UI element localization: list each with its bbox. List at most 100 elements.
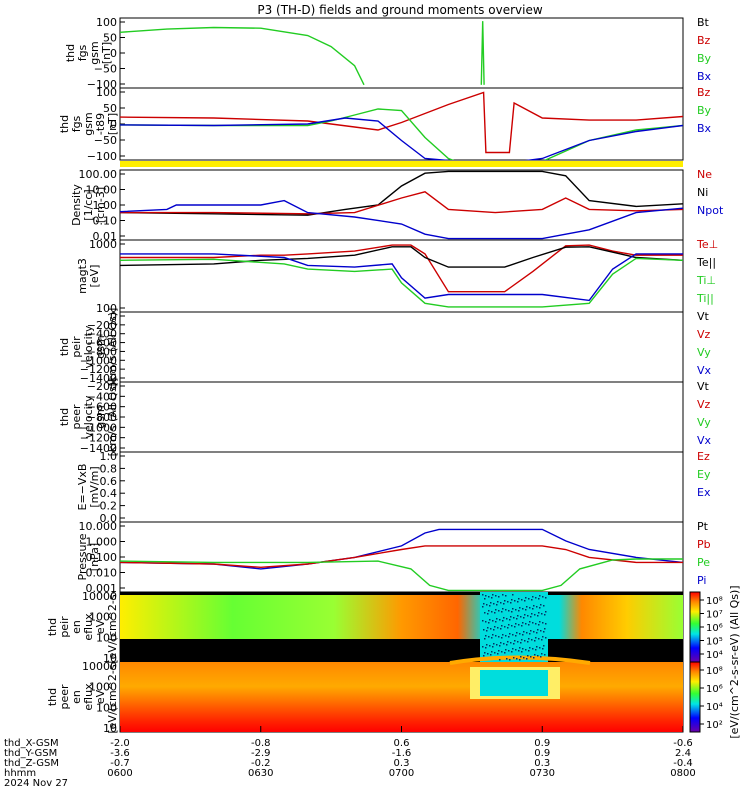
y-tick-label: 1000 [89,611,117,624]
spectrogram-noise [543,631,545,633]
spectrogram-noise [498,636,500,638]
spectrogram-noise [487,627,489,629]
spectrogram-noise [518,650,520,652]
y-tick-label: 100 [96,701,117,714]
spectrogram-noise [532,596,534,598]
spectrogram-noise [540,630,542,632]
colorbar-tick-label: 10⁶ [706,623,723,634]
spectrogram-noise [498,596,500,598]
y-axis-label: magt3 [76,258,89,294]
colorbar-tick-label: 10⁸ [706,666,723,677]
legend-entry: By [697,104,712,117]
colorbar-tick-label: 10⁴ [706,702,723,713]
ephem-value: 0700 [389,768,414,779]
y-axis-label: [eV/(cm^2-s- [106,590,119,663]
spectrogram-noise [528,638,530,640]
spectrogram-noise [529,607,531,609]
spectrogram-noise [501,611,503,613]
legend-entry: Ex [697,486,711,499]
spectrogram-noise [492,646,494,648]
spectrogram-noise [494,612,496,614]
spectrogram-noise [516,618,518,620]
series-line-ti-panel-3 [120,257,683,308]
spectrogram-noise [536,646,538,648]
spectrogram-noise [529,621,531,623]
spectrogram-noise [516,632,518,634]
spectrogram-noise [495,621,497,623]
spectrogram-noise [488,636,490,638]
ephem-value: -0.4 [673,758,693,769]
y-tick-label: 1.00 [93,199,118,212]
spectrogram-noise [505,595,507,597]
spectrogram-noise [485,635,487,637]
spectrogram-noise [498,610,500,612]
spectrogram-noise [532,608,534,610]
spectrogram-noise [538,612,540,614]
legend-entry: Bx [697,70,712,83]
spectrogram-noise [519,633,521,635]
colorbar-tick-label: 10² [706,720,723,731]
y-tick-label: −50 [94,63,117,76]
y-tick-label: −1000 [80,421,117,434]
spectrogram-noise [503,643,505,645]
spectrogram-noise [540,604,542,606]
chart-title: P3 (TH-D) fields and ground moments over… [257,3,542,17]
legend-entry: Vx [697,364,712,377]
panel-frame [119,451,684,523]
spectrogram-noise [487,613,489,615]
series-line-pb-panel-7 [120,545,683,569]
panel-frame [119,381,684,453]
ephem-value: -0.2 [251,758,271,769]
spectrogram-noise [488,610,490,612]
spectrogram-noise [535,597,537,599]
spectrograms [120,592,683,732]
ephem-value: 0.3 [534,758,550,769]
ephem-value: -2.9 [251,748,271,759]
spectrogram-noise [506,618,508,620]
legend-entry: Bz [697,34,711,47]
spectrogram-noise [532,648,534,650]
y-axis-label: [1/cc] [82,189,95,220]
spectrogram-noise [482,620,484,622]
spectrogram-noise [484,612,486,614]
y-axis-label: eflux [82,683,95,711]
ephem-value: 0630 [248,768,273,779]
spectrogram-noise [527,641,529,643]
spectrogram-noise [545,611,547,613]
spectrogram-noise [496,618,498,620]
spectrogram-noise [542,648,544,650]
ephem-value: -0.7 [110,758,130,769]
y-tick-label: −1000 [80,354,117,367]
yellow-band [120,161,683,167]
colorbar-label: [eV/(cm^2-s-sr-eV) (All Qs)] [728,585,741,738]
spectrogram-noise [520,642,522,644]
spectrogram-noise [531,613,533,615]
spectrogram-noise [506,658,508,660]
legend-entry: Pe [697,556,710,569]
panel-5: −200−400−600−800−1000−1200−1400 thd peer ve… [58,378,712,457]
spectrogram-noise [526,606,528,608]
spectrogram-noise [514,600,516,602]
spectrogram-noise [511,599,513,601]
y-tick-label: 100 [96,631,117,644]
spectrogram-noise [512,608,514,610]
y-tick-label: −50 [94,134,117,147]
y-tick-label: 10 [103,722,117,735]
spectrogram-noise [512,634,514,636]
spectrogram-noise [509,659,511,661]
panel-1: 100 50 0 −50 −100 thd fgs gsm -t89 [nT] Bz By Bx [58,86,712,163]
spectrogram-noise [531,639,533,641]
spectrogram-noise [492,634,494,636]
legend-entry: Pt [697,520,709,533]
colorbar-tick-label: 10⁷ [706,610,723,621]
spectrogram-noise [543,605,545,607]
spectrogram-noise [484,638,486,640]
spectrogram-noise [500,602,502,604]
spectrogram-2-arc [449,655,591,665]
spectrogram-noise [497,653,499,655]
y-tick-label: 0.4 [100,487,118,500]
spectrogram-noise [521,599,523,601]
y-tick-label: 1.000 [86,536,118,549]
